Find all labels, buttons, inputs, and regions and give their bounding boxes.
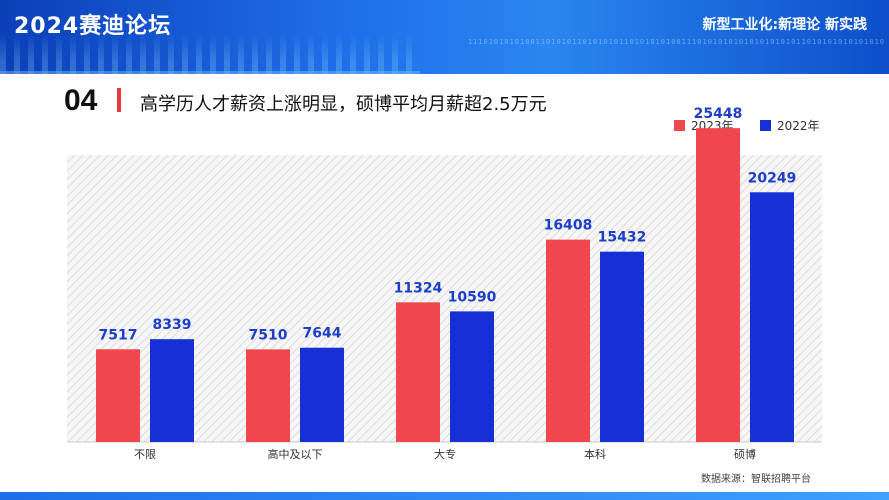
bar-2022-master-phd [750,192,794,442]
header-banner: 1110101010100110101011010101011010101010… [0,0,889,74]
source-note: 数据来源：智联招聘平台 [701,474,811,485]
section-divider-bar [117,88,121,112]
legend-label-2022: 2022年 [777,119,820,133]
data-label-2023-master-phd: 25448 [694,106,743,122]
data-label-2023-unlimited: 7517 [99,327,138,343]
bar-2023-bachelor [546,239,590,442]
data-label-2023-high-school-below: 7510 [249,327,288,343]
data-label-2023-bachelor: 16408 [544,218,593,234]
header-tagline: 新型工业化:新理论 新实践 [702,17,867,33]
bottom-strip [0,492,889,500]
city-skyline-graphic [0,34,420,74]
bar-2023-unlimited [96,349,140,442]
x-tick-label-master-phd: 硕博 [734,448,756,461]
data-label-2022-master-phd: 20249 [748,170,797,186]
data-label-2023-junior-college: 11324 [394,280,443,296]
section-number: 04 [64,84,98,117]
x-tick-label-unlimited: 不限 [134,448,156,461]
bar-2022-bachelor [600,251,644,442]
forum-logo: 2024赛迪论坛 [14,14,172,39]
bar-2022-unlimited [150,339,194,442]
bar-2022-junior-college [450,311,494,442]
data-label-2022-unlimited: 8339 [153,317,192,333]
x-tick-label-high-school-below: 高中及以下 [268,447,323,461]
bar-2023-junior-college [396,302,440,442]
legend-swatch-2023 [674,120,685,131]
data-label-2022-bachelor: 15432 [598,230,647,246]
bar-2022-high-school-below [300,347,344,442]
bar-2023-high-school-below [246,349,290,442]
data-label-2022-junior-college: 10590 [448,289,497,305]
legend-item-2022: 2022年 [760,117,820,134]
legend-swatch-2022 [760,120,771,131]
bar-2023-master-phd [696,128,740,442]
data-label-2022-high-school-below: 7644 [303,326,342,342]
x-tick-label-junior-college: 大专 [434,447,456,461]
binary-pattern: 1110101010100110101011010101011010101010… [467,38,885,46]
page-title: 高学历人才薪资上涨明显，硕博平均月薪超2.5万元 [140,94,547,115]
x-tick-label-bachelor: 本科 [584,447,606,461]
